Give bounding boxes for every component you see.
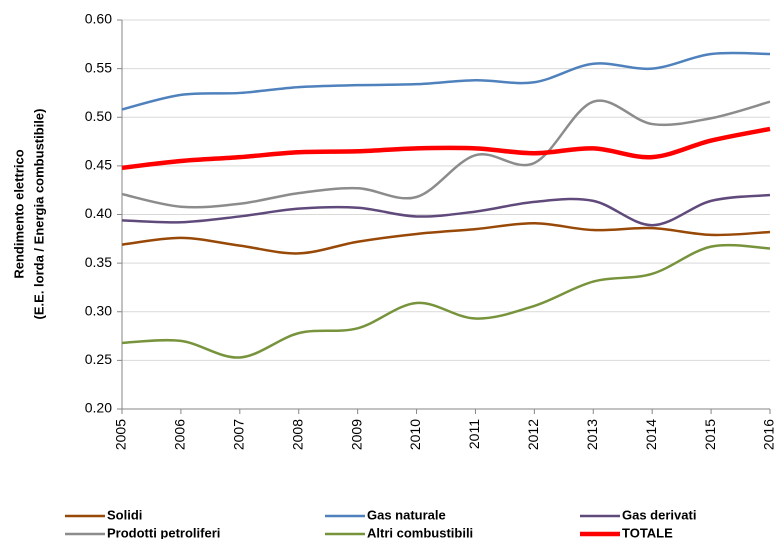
y-tick-label: 0.30 — [85, 302, 112, 318]
y-tick-label: 0.25 — [85, 351, 112, 367]
x-tick-label: 2005 — [113, 419, 129, 450]
legend-label: Prodotti petroliferi — [107, 525, 220, 539]
legend-label: Gas naturale — [367, 507, 446, 522]
y-tick-label: 0.45 — [85, 157, 112, 173]
line-series — [121, 51, 771, 111]
x-tick-label: 2011 — [466, 419, 482, 449]
x-tick-label: 2010 — [407, 419, 423, 450]
line-series — [121, 222, 771, 255]
legend-label: TOTALE — [622, 525, 673, 539]
legend-label: Gas derivati — [622, 507, 696, 522]
y-tick-label: 0.35 — [85, 254, 112, 270]
x-tick-label: 2014 — [643, 419, 659, 450]
x-tick-label: 2008 — [289, 419, 305, 450]
y-axis-label: Rendimento elettrico — [11, 149, 26, 278]
legend-label: Altri combustibili — [367, 525, 473, 539]
line-series — [121, 126, 771, 171]
line-series — [121, 99, 771, 209]
y-tick-label: 0.40 — [85, 205, 112, 221]
y-tick-label: 0.20 — [85, 400, 112, 416]
x-tick-label: 2013 — [584, 419, 600, 450]
x-tick-label: 2007 — [231, 419, 247, 450]
x-tick-label: 2015 — [702, 419, 718, 450]
x-tick-label: 2009 — [348, 419, 364, 450]
y-tick-label: 0.50 — [85, 108, 112, 124]
x-tick-label: 2006 — [172, 419, 188, 450]
y-axis-label: (E.E. lorda / Energia combustibile) — [31, 109, 46, 320]
y-tick-label: 0.55 — [85, 59, 112, 75]
legend-label: Solidi — [107, 507, 142, 522]
line-series — [121, 193, 771, 227]
line-series — [121, 243, 771, 359]
x-tick-label: 2012 — [525, 419, 541, 450]
x-tick-label: 2016 — [761, 419, 777, 450]
y-tick-label: 0.60 — [85, 11, 112, 27]
